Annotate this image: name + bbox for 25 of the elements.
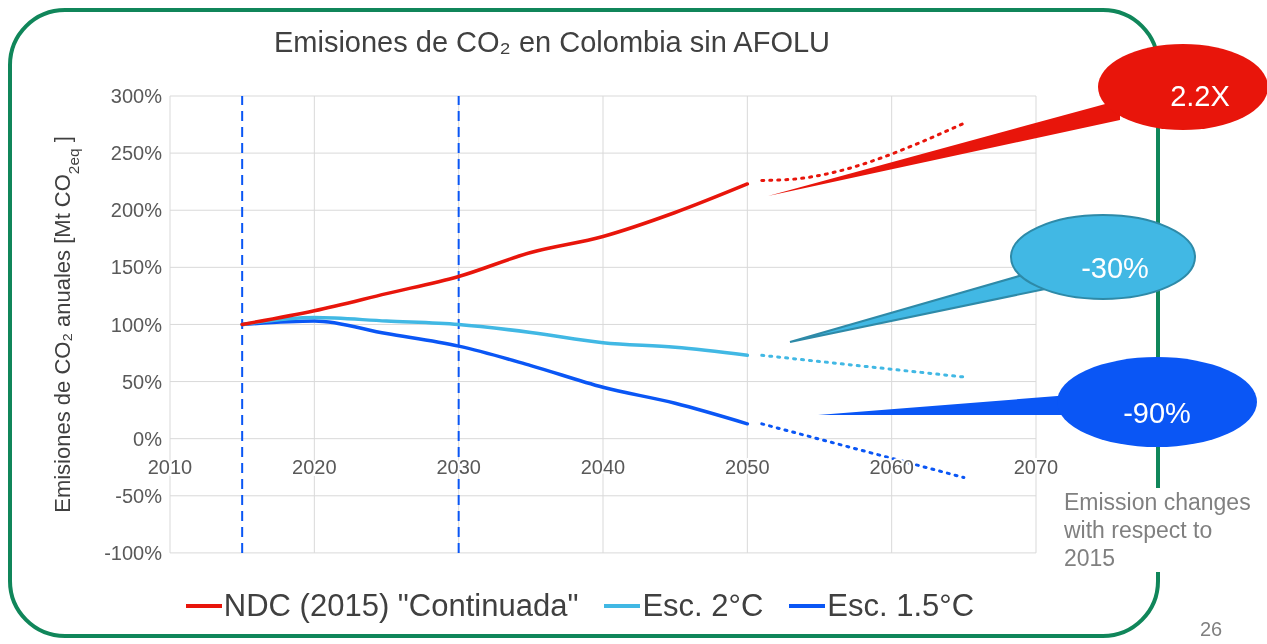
y-tick-label: 0% xyxy=(133,427,163,450)
text: 2.2X xyxy=(1170,80,1230,112)
x-tick-label: 2020 xyxy=(292,455,337,478)
y-tick-label: 100% xyxy=(110,313,163,336)
text: -30% xyxy=(1081,252,1149,284)
y-tick-label: 150% xyxy=(110,256,163,279)
x-tick-label: 2070 xyxy=(1013,455,1059,478)
y-tick-label: 300% xyxy=(110,85,163,108)
x-tick-label: 2060 xyxy=(869,455,914,478)
text: -90% xyxy=(1123,397,1191,429)
line-series xyxy=(240,182,750,327)
x-tick-label: 2050 xyxy=(725,455,770,478)
y-tick-label: 250% xyxy=(110,142,163,165)
y-tick-label: 50% xyxy=(121,370,163,393)
y-tick-label: -100% xyxy=(104,542,163,564)
y-tick-label: -50% xyxy=(115,484,163,507)
x-tick-label: 2010 xyxy=(147,455,193,478)
text: Emission changes with respect to 2015 xyxy=(1064,488,1264,572)
chart-title: Emisiones de CO₂ en Colombia sin AFOLU xyxy=(273,26,831,58)
legend-label: Esc. 2°C xyxy=(642,588,764,624)
x-tick-label: 2040 xyxy=(580,455,626,478)
text: 26 xyxy=(1199,618,1223,640)
legend-label: NDC (2015) "Continuada" xyxy=(223,588,579,624)
legend-label: Esc. 1.5°C xyxy=(827,588,975,624)
y-tick-label: 200% xyxy=(110,199,163,222)
